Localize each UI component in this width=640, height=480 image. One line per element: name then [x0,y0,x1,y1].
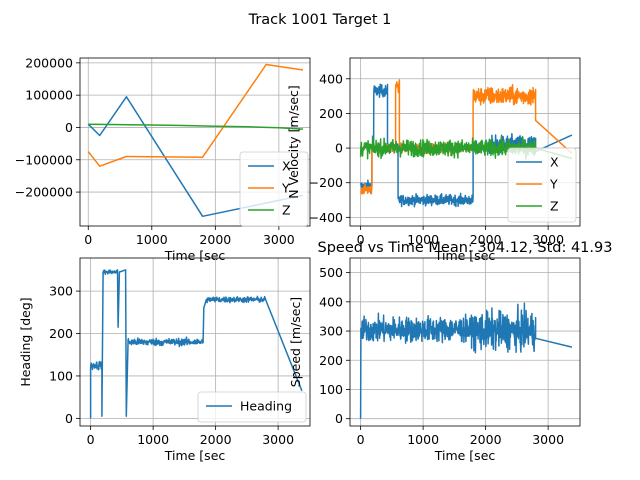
subplots: 0 1000 2000 3000−200000−1000000100000200000… [15,55,613,463]
x-tick-label: 1000 [136,232,168,247]
x-tick-label: 3000 [532,432,564,447]
x-tick-label: 2000 [470,432,502,447]
series-line-heading [89,269,303,419]
y-tick-label: 0 [65,120,73,135]
x-axis-label: Time [sec [164,448,226,463]
y-tick-label: −200 [309,175,343,190]
y-tick-label: 500 [319,265,343,280]
y-tick-label: 0 [335,411,343,426]
legend-label: X [550,155,559,170]
y-axis-label: Heading [deg] [18,297,33,386]
y-tick-label: 200000 [25,55,73,70]
legend: Heading [197,391,307,423]
y-tick-label: 300 [319,324,343,339]
x-tick-label: 0 [357,232,365,247]
legend-box [507,147,577,223]
y-tick-label: 400 [319,294,343,309]
legend-label: X [282,159,291,174]
x-tick-label: 2000 [200,432,232,447]
series-line-y [87,63,304,167]
series-group [359,79,573,208]
series-line-z [359,135,573,160]
y-axis-label: N Velocity [m/sec] [286,85,301,199]
figure-title: Track 1001 Target 1 [248,12,392,28]
legend-label: Z [550,199,559,214]
x-tick-label: 1000 [137,432,169,447]
subplot-heading: 0 1000 2000 3000 0 100 200 300 Time [sec Heading … [18,257,311,463]
y-tick-label: 200 [319,353,343,368]
series-line-z [88,123,304,130]
x-tick-label: 3000 [263,232,295,247]
series-group [89,269,303,419]
x-tick-label: 2000 [470,232,502,247]
series-group [87,63,304,218]
x-axis-label: Time [sec [434,448,496,463]
y-tick-label: 200 [49,326,73,341]
x-tick-label: 1000 [407,432,439,447]
y-tick-label: −100000 [15,152,73,167]
x-axis-label: Time [sec [434,248,496,263]
legend-label: Z [282,203,291,218]
x-tick-label: 3000 [532,232,564,247]
x-tick-label: 0 [357,432,365,447]
axes-frame [349,257,581,427]
y-tick-label: 400 [319,71,343,86]
y-tick-label: 100000 [25,88,73,103]
series-line-speed [359,302,573,419]
x-tick-label: 2000 [199,232,231,247]
subplot-velocity: 0 1000 2000 3000 −400 −200 0 200 400 Time [sec N V… [286,57,581,263]
y-tick-label: 100 [49,368,73,383]
legend-label: Y [549,177,558,192]
x-tick-label: 1000 [407,232,439,247]
y-tick-label: −200000 [15,185,73,200]
y-tick-label: 100 [319,382,343,397]
x-tick-label: 0 [87,432,95,447]
axes-frame [349,57,581,227]
subplot-title: Speed vs Time Mean: 304.12, Std: 41.93 [318,240,613,256]
series-group [359,302,573,419]
x-tick-label: 0 [84,232,92,247]
legend: XYZ [239,151,309,227]
axes-frame [79,257,311,427]
y-tick-label: 0 [335,141,343,156]
legend-box [197,391,307,423]
legend-label: Heading [240,399,292,414]
y-axis-label: Speed [m/sec] [288,297,303,387]
subplot-position: 0 1000 2000 3000 −200000 −100000 0 100000 200000… [15,55,311,263]
legend-label: Y [281,181,290,196]
legend-box [239,151,309,227]
x-tick-label: 3000 [262,432,294,447]
y-tick-label: −400 [309,210,343,225]
legend: XYZ [507,147,577,223]
y-tick-label: 200 [319,106,343,121]
y-tick-label: 300 [49,284,73,299]
x-axis-label: Time [sec [164,248,226,263]
series-line-x [87,96,304,218]
y-tick-label: 0 [65,411,73,426]
axes-frame [79,57,311,227]
